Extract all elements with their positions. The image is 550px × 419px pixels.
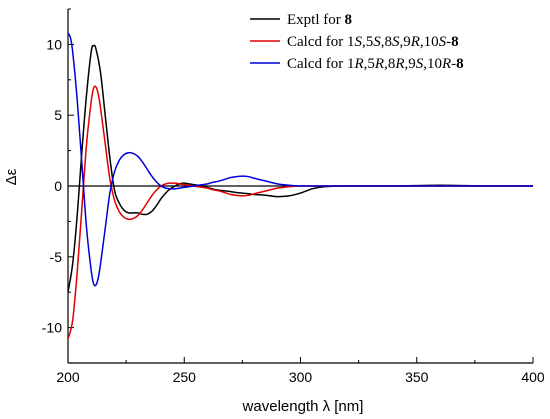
x-tick-label: 350 xyxy=(405,369,429,385)
series-line-2 xyxy=(68,85,533,340)
axes: 200 250 300 350 400 -10 -5 0 5 10 xyxy=(42,8,545,385)
series-lines xyxy=(68,32,533,340)
x-tick-label: 250 xyxy=(173,369,197,385)
y-tick-label: 0 xyxy=(54,178,62,194)
x-tick-label: 200 xyxy=(56,369,80,385)
y-tick-label: -10 xyxy=(42,320,62,336)
series-line-1 xyxy=(68,44,533,293)
legend: Exptl for 8 Calcd for 1S,5S,8S,9R,10S-8 Ca… xyxy=(250,12,464,72)
x-tick-label: 300 xyxy=(289,369,313,385)
y-tick-label: -5 xyxy=(50,249,63,265)
x-tick-label: 400 xyxy=(521,369,545,385)
y-tick-label: 10 xyxy=(46,36,62,52)
legend-label-1: Exptl for 8 xyxy=(287,12,352,28)
series-line-3 xyxy=(68,32,533,287)
y-tick-label: 5 xyxy=(54,107,62,123)
legend-label-2: Calcd for 1S,5S,8S,9R,10S-8 xyxy=(287,34,459,50)
y-axis-title: Δε xyxy=(3,168,20,185)
x-axis-title: wavelength λ [nm] xyxy=(242,398,364,415)
legend-label-3: Calcd for 1R,5R,8R,9S,10R-8 xyxy=(287,56,464,72)
